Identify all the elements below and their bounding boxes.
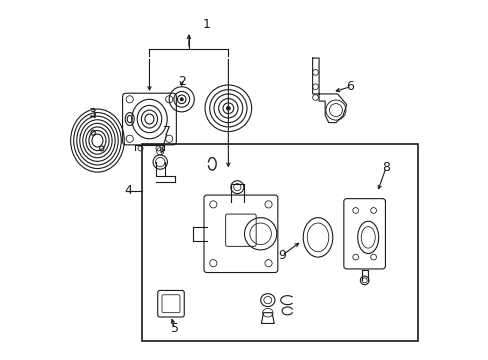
Ellipse shape <box>180 98 183 101</box>
Text: 8: 8 <box>381 161 389 174</box>
Text: 4: 4 <box>124 184 132 197</box>
Text: 7: 7 <box>163 125 171 138</box>
Text: 9: 9 <box>278 249 285 262</box>
Text: 2: 2 <box>178 75 185 88</box>
Text: 1: 1 <box>203 18 210 31</box>
Text: 5: 5 <box>170 322 178 335</box>
Ellipse shape <box>226 107 230 110</box>
Text: 6: 6 <box>346 80 353 93</box>
Text: 3: 3 <box>88 107 96 120</box>
Bar <box>142 144 418 341</box>
